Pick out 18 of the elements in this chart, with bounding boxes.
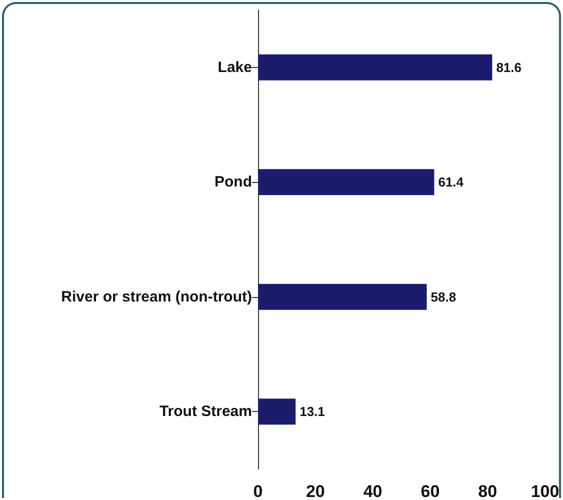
y-tick-label: Trout Stream (159, 403, 252, 420)
bar (258, 54, 492, 80)
x-tick-label: 0 (253, 482, 263, 500)
data-label: 58.8 (430, 289, 456, 304)
bar (258, 284, 427, 310)
x-tick-label: 20 (306, 482, 325, 500)
y-tick-label: Lake (218, 58, 252, 76)
bar (258, 398, 296, 425)
data-label: 13.1 (300, 404, 325, 420)
x-tick-label: 40 (363, 482, 382, 500)
y-tick-label: Pond (214, 174, 252, 191)
x-tick-label: 60 (420, 482, 440, 500)
bar (258, 169, 434, 196)
y-tick-label: River or stream (non-trout) (61, 288, 252, 306)
data-label: 61.4 (438, 174, 464, 190)
x-tick-label: 80 (478, 482, 498, 500)
data-label: 81.6 (496, 60, 522, 75)
x-tick-label: 100 (530, 482, 560, 500)
